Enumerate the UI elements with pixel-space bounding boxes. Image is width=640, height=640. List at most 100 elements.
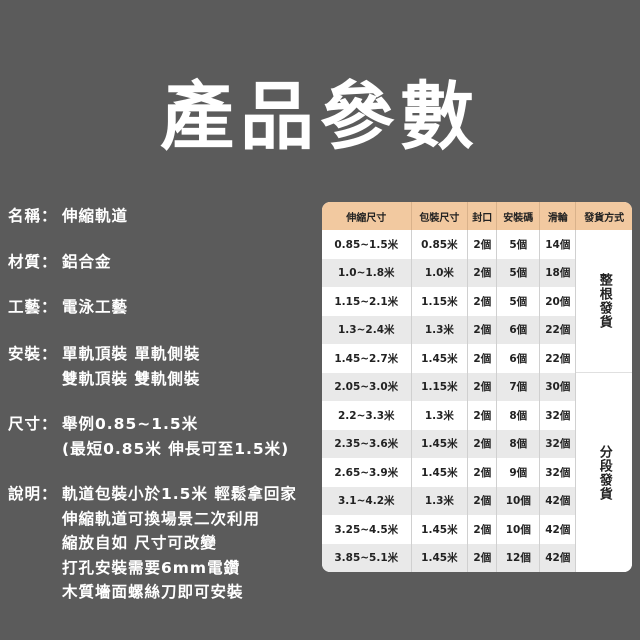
parameter-table: 伸縮尺寸 包裝尺寸 封口 安裝碼 滑輪 發貨方式 0.85~1.5米 0.85米 2個 5個 14…	[322, 202, 632, 572]
table-cell: 1.45米	[411, 458, 469, 487]
spec-line: 縮放自如 尺寸可改變	[62, 534, 217, 552]
table-cell: 0.85~1.5米	[322, 230, 412, 259]
table-cell: 1.45米	[411, 344, 469, 373]
table-cell: 2.2~3.3米	[322, 401, 412, 430]
table-cell: 32個	[539, 429, 577, 458]
column-header: 發貨方式	[575, 202, 632, 230]
spec-item: 尺寸： 舉例0.85~1.5米 (最短0.85米 伸長可至1.5米)	[8, 412, 289, 461]
spec-value: 伸縮軌道	[62, 204, 128, 229]
table-cell: 2個	[467, 372, 498, 401]
table-cell: 1.3~2.4米	[322, 315, 412, 344]
table-cell: 2個	[467, 429, 498, 458]
table-row: 3.85~5.1米 1.45米 2個 12個 42個	[322, 543, 632, 572]
spec-value: 鋁合金	[62, 250, 112, 275]
table-cell: 2個	[467, 344, 498, 373]
table-cell: 1.0~1.8米	[322, 258, 412, 287]
table-cell: 2個	[467, 486, 498, 515]
spec-line: 打孔安裝需要6mm電鑽	[62, 558, 241, 577]
spec-line: 電泳工藝	[62, 298, 129, 316]
table-cell: 8個	[496, 429, 541, 458]
spec-line: 舉例0.85~1.5米	[62, 415, 199, 433]
table-cell: 1.45米	[411, 543, 469, 572]
table-cell: 32個	[539, 401, 577, 430]
table-cell: 2個	[467, 458, 498, 487]
table-cell: 22個	[539, 315, 577, 344]
table-cell: 18個	[539, 258, 577, 287]
column-header: 滑輪	[539, 202, 577, 230]
column-header: 包裝尺寸	[411, 202, 469, 230]
table-cell: 1.3米	[411, 401, 469, 430]
table-cell: 2個	[467, 515, 498, 544]
spec-line: 木質墻面螺絲刀即可安裝	[62, 583, 244, 601]
spec-label: 說明：	[8, 485, 58, 503]
spec-item: 材質： 鋁合金	[8, 250, 112, 275]
table-cell: 5個	[496, 258, 541, 287]
table-cell: 30個	[539, 372, 577, 401]
table-cell: 8個	[496, 401, 541, 430]
spec-value: 單軌頂裝 單軌側裝 雙軌頂裝 雙軌側裝	[62, 342, 200, 391]
table-cell: 5個	[496, 287, 541, 316]
table-row: 2.05~3.0米 1.15米 2個 7個 30個 分段發貨	[322, 372, 632, 572]
spec-line: 伸縮軌道	[62, 207, 129, 225]
table-row: 0.85~1.5米 0.85米 2個 5個 14個 整根發貨	[322, 230, 632, 373]
table-cell: 20個	[539, 287, 577, 316]
table-row: 3.1~4.2米 1.3米 2個 10個 42個	[322, 486, 632, 515]
spec-item: 安裝： 單軌頂裝 單軌側裝 雙軌頂裝 雙軌側裝	[8, 342, 200, 391]
shipping-method: 分段發貨	[575, 372, 632, 572]
table-cell: 1.45米	[411, 429, 469, 458]
spec-label: 工藝：	[8, 298, 58, 316]
table-header: 伸縮尺寸 包裝尺寸 封口 安裝碼 滑輪 發貨方式	[322, 202, 632, 230]
table-cell: 7個	[496, 372, 541, 401]
table-cell: 3.25~4.5米	[322, 515, 412, 544]
spec-label: 名稱：	[8, 207, 58, 225]
table-cell: 32個	[539, 458, 577, 487]
table-cell: 2個	[467, 543, 498, 572]
table-cell: 3.85~5.1米	[322, 543, 412, 572]
table-cell: 1.3米	[411, 315, 469, 344]
spec-line: (最短0.85米 伸長可至1.5米)	[62, 439, 290, 458]
spec-label: 材質：	[8, 253, 58, 271]
table-cell: 6個	[496, 315, 541, 344]
table-cell: 42個	[539, 486, 577, 515]
spec-item: 工藝： 電泳工藝	[8, 295, 128, 320]
table-cell: 14個	[539, 230, 577, 259]
table-cell: 2.05~3.0米	[322, 372, 412, 401]
table-row: 3.25~4.5米 1.45米 2個 10個 42個	[322, 515, 632, 544]
table-cell: 22個	[539, 344, 577, 373]
column-header: 伸縮尺寸	[322, 202, 412, 230]
shipping-method: 整根發貨	[575, 230, 632, 373]
table-row: 2.35~3.6米 1.45米 2個 8個 32個	[322, 429, 632, 458]
spec-line: 軌道包裝小於1.5米 輕鬆拿回家	[62, 485, 297, 503]
column-header: 安裝碼	[496, 202, 541, 230]
table-cell: 1.15~2.1米	[322, 287, 412, 316]
table-row: 1.0~1.8米 1.0米 2個 5個 18個	[322, 258, 632, 287]
table-cell: 9個	[496, 458, 541, 487]
table-cell: 12個	[496, 543, 541, 572]
column-header: 封口	[467, 202, 498, 230]
table-cell: 1.45米	[411, 515, 469, 544]
spec-value: 舉例0.85~1.5米 (最短0.85米 伸長可至1.5米)	[62, 412, 289, 461]
spec-line: 單軌頂裝 單軌側裝	[62, 345, 201, 363]
table-cell: 2個	[467, 401, 498, 430]
table-cell: 2.65~3.9米	[322, 458, 412, 487]
spec-line: 雙軌頂裝 雙軌側裝	[62, 369, 201, 388]
table-cell: 1.45~2.7米	[322, 344, 412, 373]
table-cell: 6個	[496, 344, 541, 373]
table-row: 1.3~2.4米 1.3米 2個 6個 22個	[322, 315, 632, 344]
spec-value: 軌道包裝小於1.5米 輕鬆拿回家 伸縮軌道可換場景二次利用 縮放自如 尺寸可改變打孔…	[62, 482, 297, 605]
spec-label: 尺寸：	[8, 415, 58, 433]
table-cell: 1.3米	[411, 486, 469, 515]
table-cell: 2個	[467, 287, 498, 316]
table-row: 2.2~3.3米 1.3米 2個 8個 32個	[322, 401, 632, 430]
spec-line: 伸縮軌道可換場景二次利用	[62, 509, 261, 528]
table-cell: 0.85米	[411, 230, 469, 259]
spec-line: 鋁合金	[62, 253, 112, 271]
table-cell: 10個	[496, 515, 541, 544]
spec-label: 安裝：	[8, 345, 58, 363]
table-row: 2.65~3.9米 1.45米 2個 9個 32個	[322, 458, 632, 487]
table-cell: 2.35~3.6米	[322, 429, 412, 458]
table-cell: 2個	[467, 315, 498, 344]
table-cell: 42個	[539, 515, 577, 544]
spec-value: 電泳工藝	[62, 295, 128, 320]
table-row: 1.45~2.7米 1.45米 2個 6個 22個	[322, 344, 632, 373]
